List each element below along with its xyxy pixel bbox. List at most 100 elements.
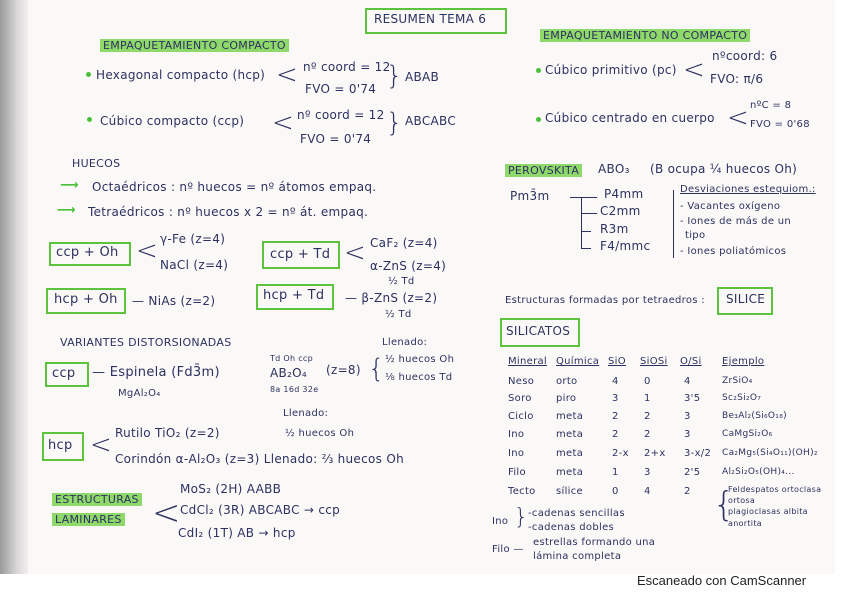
table-cell: CaMgSi₂O₆ [722, 429, 773, 439]
divider-line [673, 190, 674, 258]
hcp-label: Hexagonal compacto (hcp) [96, 68, 266, 82]
notebook-page [0, 0, 835, 574]
table-cell: 2 [644, 411, 651, 422]
arrow-icon: ⟶ [57, 203, 76, 218]
ccp-oh-box [49, 242, 131, 266]
octaedricos-text: Octaédricos : nº huecos = nº átomos empa… [92, 180, 377, 194]
table-cell: Tecto [508, 486, 536, 497]
brace-icon: { [368, 354, 385, 384]
hcp-oh-label: hcp + Oh [54, 292, 118, 307]
bullet-icon [536, 68, 541, 73]
table-cell: 2+x [644, 448, 666, 459]
tree-line [581, 197, 582, 249]
table-cell: Sc₂Si₂O₇ [722, 393, 762, 403]
corindon: Corindón α-Al₂O₃ (z=3) Llenado: ⅔ huecos… [115, 452, 404, 466]
ino-note-label: Ino [492, 516, 509, 527]
subgroup: C2mm [600, 204, 641, 218]
table-cell: 2 [644, 429, 651, 440]
compact-heading: EMPAQUETAMIENTO COMPACTO [100, 39, 289, 52]
table-cell: 3 [644, 467, 651, 478]
z8: (z=8) [326, 363, 361, 377]
desviacion-item: - Iones de más de un [680, 216, 792, 227]
alpha-zns: α-ZnS (z=4) [370, 259, 447, 273]
tecto-example: ortosa [728, 496, 756, 505]
subgroup: R3m [600, 222, 629, 236]
table-cell: 0 [612, 486, 619, 497]
table-cell: 4 [684, 376, 691, 387]
filo-note-label: Filo — [492, 544, 524, 555]
table-cell: Filo [508, 467, 526, 478]
fill-oh: ½ huecos Oh [385, 354, 455, 365]
bcc-fvo: FVO = 0'68 [750, 119, 810, 130]
tetraedros-text: Estructuras formadas por tetraedros : [505, 295, 705, 306]
hcp-fvo: FVO = 0'74 [305, 82, 377, 96]
abo3: ABO₃ [598, 162, 630, 176]
table-cell: meta [556, 411, 584, 422]
ccp-oh-label: ccp + Oh [56, 245, 119, 260]
table-cell: Al₂Si₂O₅(OH)₄... [722, 467, 795, 477]
huecos-heading: HUECOS [72, 157, 121, 170]
tree-line [581, 197, 597, 198]
cdcl2: CdCl₂ (3R) ABCABC → ccp [180, 503, 341, 517]
table-cell: piro [556, 393, 577, 404]
espinela: — Espinela (Fd3̄m) [92, 365, 220, 380]
table-cell: 4 [644, 486, 651, 497]
bullet-icon [536, 117, 541, 122]
table-cell: 3 [684, 429, 691, 440]
hcp-box-label: hcp [48, 438, 73, 453]
table-header: SiO [608, 356, 626, 367]
hcp-oh-box [46, 288, 126, 314]
table-cell: 3'5 [684, 393, 701, 404]
ccp-box [45, 362, 89, 387]
bullet-icon [86, 72, 91, 77]
gamma-fe: γ-Fe (z=4) [160, 232, 226, 246]
laminares-heading-2: LAMINARES [52, 513, 125, 526]
desviacion-item: - Iones poliatómicos [680, 246, 787, 257]
brace-icon: } [514, 505, 528, 530]
tecto-example: Feldespatos ortoclasa [728, 485, 822, 494]
tecto-example: plagioclasas albita [728, 507, 808, 516]
table-cell: Soro [508, 393, 532, 404]
branch-icon: < [152, 493, 181, 533]
tree-line [570, 197, 584, 198]
pc-label: Cúbico primitivo (pc) [545, 63, 677, 77]
hcp-seq: ABAB [405, 70, 440, 84]
silicatos-label: SILICATOS [506, 324, 571, 338]
table-cell: 2 [684, 486, 691, 497]
cdi2: CdI₂ (1T) AB → hcp [178, 526, 296, 540]
subgroup: P4mm [604, 187, 644, 201]
silicatos-box [500, 318, 580, 347]
laminares-heading-1: ESTRUCTURAS [52, 493, 142, 506]
branch-icon: < [276, 60, 298, 90]
table-cell: Ino [508, 429, 525, 440]
branch-icon: < [90, 430, 112, 460]
table-cell: 2-x [612, 448, 629, 459]
table-header: Ejemplo [722, 356, 765, 367]
branch-icon: < [272, 108, 294, 138]
ccp-fvo: FVO = 0'74 [300, 132, 372, 146]
desviacion-item: - Vacantes oxígeno [680, 201, 781, 212]
nacl: NaCl (z=4) [160, 258, 229, 272]
llenado-label: Llenado: [283, 408, 329, 419]
bcc-label: Cúbico centrado en cuerpo [545, 111, 715, 125]
table-cell: Ino [508, 448, 525, 459]
bcc-coord: nºC = 8 [750, 100, 792, 111]
brace-icon: } [386, 108, 403, 138]
branch-icon: < [136, 236, 158, 266]
table-cell: Neso [508, 376, 535, 387]
beta-zns: — β-ZnS (z=2) [345, 291, 438, 305]
pc-fvo: FVO: π/6 [710, 72, 764, 86]
ccp-box-label: ccp [52, 366, 76, 381]
mos2: MoS₂ (2H) AABB [180, 482, 282, 496]
ccp-coord: nº coord = 12 [297, 108, 385, 122]
bullet-icon [87, 117, 92, 122]
hcp-coord: nº coord = 12 [303, 60, 391, 74]
desviaciones-title: Desviaciones estequiom.: [680, 184, 816, 195]
table-cell: Ca₂Mg₅(Si₄O₁₁)(OH)₂ [722, 448, 818, 458]
silice-label: SILICE [726, 292, 766, 306]
page-edge-shadow [0, 0, 28, 574]
table-cell: orto [556, 376, 578, 387]
half-td: ½ Td [385, 309, 412, 320]
table-cell: meta [556, 467, 584, 478]
table-cell: 1 [644, 393, 651, 404]
